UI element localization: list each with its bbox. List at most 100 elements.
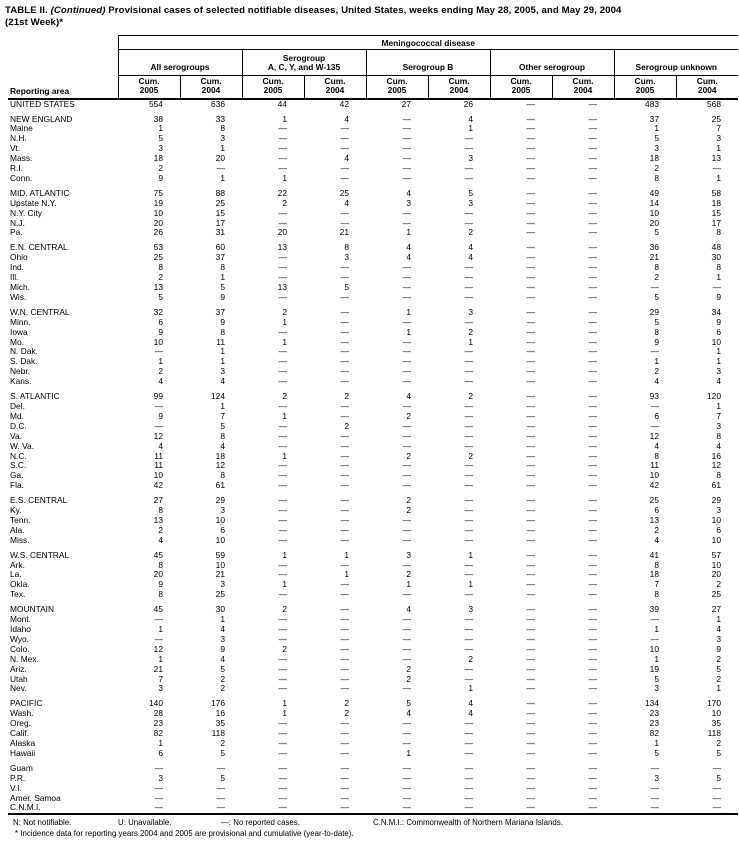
value-cell: — [402, 634, 411, 644]
value-cell: — [588, 401, 597, 411]
value-cell: — [526, 506, 535, 516]
value-cell: — [278, 461, 287, 471]
value-cell: 21 [153, 664, 163, 674]
value-cell: — [464, 471, 473, 481]
value-cell: — [278, 560, 287, 570]
value-cell: — [340, 431, 349, 441]
value-cell: 4 [406, 188, 411, 198]
value-cell: — [464, 634, 473, 644]
value-cell: 48 [711, 243, 721, 253]
value-cell: 1 [282, 337, 287, 347]
table-row: PACIFIC 140 176 1 2 5 4 — — 134 170 [8, 699, 738, 709]
value-cell: — [278, 803, 287, 813]
value-cell: — [526, 198, 535, 208]
column-group-label-line: All serogroups [150, 62, 210, 73]
value-cell: — [340, 461, 349, 471]
value-cell: — [402, 283, 411, 292]
value-cell: — [526, 793, 535, 803]
value-cell: — [464, 481, 473, 491]
value-cell: — [712, 783, 721, 793]
value-cell: 37 [215, 253, 225, 263]
reporting-area-cell: Minn. [10, 317, 31, 327]
value-cell: — [464, 411, 473, 421]
value-cell: — [526, 763, 535, 773]
table-row: Idaho 1 4 — — — — — — 1 4 [8, 625, 738, 635]
value-cell: — [402, 481, 411, 491]
value-cell: — [340, 357, 349, 367]
value-cell: — [526, 535, 535, 545]
value-cell: 2 [406, 570, 411, 580]
table-row: S.C. 11 12 — — — — — — 11 12 [8, 461, 738, 471]
value-cell: — [340, 337, 349, 347]
value-cell: 1 [716, 144, 721, 154]
value-cell: 10 [711, 515, 721, 525]
value-cell: — [588, 684, 597, 694]
reporting-area-cell: Nebr. [10, 367, 31, 377]
value-cell: 13 [711, 154, 721, 164]
table-row: Mass. 18 20 — 4 — 3 — — 18 13 [8, 154, 738, 164]
value-cell: — [588, 719, 597, 729]
value-cell: — [526, 674, 535, 684]
value-cell: 5 [220, 421, 225, 431]
value-cell: — [340, 793, 349, 803]
value-cell: 1 [158, 357, 163, 367]
value-cell: — [464, 515, 473, 525]
reporting-area-cell: P.R. [10, 773, 26, 783]
table-row: C.N.M.I. — — — — — — — — — — [8, 803, 738, 814]
reporting-area-cell: La. [10, 570, 22, 580]
value-cell: 21 [215, 570, 225, 580]
value-cell: 1 [468, 684, 473, 694]
table-row: Va. 12 8 — — — — — — 12 8 [8, 432, 738, 442]
value-cell: 3 [468, 198, 473, 208]
value-cell: — [402, 738, 411, 748]
value-cell: 10 [153, 208, 163, 218]
value-cell: — [402, 590, 411, 600]
value-cell: 10 [215, 535, 225, 545]
value-cell: 3 [654, 144, 659, 154]
value-cell: 20 [153, 570, 163, 580]
value-cell: 1 [282, 317, 287, 327]
value-cell: 25 [215, 198, 225, 208]
value-cell: — [340, 496, 349, 506]
value-cell: — [526, 729, 535, 739]
value-cell: 49 [649, 188, 659, 198]
value-cell: 2 [654, 367, 659, 377]
value-cell: 4 [716, 625, 721, 634]
value-cell: 3 [220, 367, 225, 377]
value-cell: — [278, 253, 287, 263]
value-cell: — [526, 481, 535, 491]
value-cell: — [464, 347, 473, 357]
value-cell: — [588, 134, 597, 144]
value-cell: 11 [216, 337, 225, 347]
value-cell: 1 [406, 228, 411, 238]
value-cell: — [402, 114, 411, 124]
value-cell: — [278, 134, 287, 144]
value-cell: — [278, 793, 287, 803]
value-cell: — [526, 461, 535, 471]
value-cell: — [402, 173, 411, 183]
table-row: V.I. — — — — — — — — — — [8, 784, 738, 794]
column-group-header-2: Serogroup B [365, 49, 490, 76]
reporting-area-cell: Vt. [10, 144, 21, 154]
value-cell: 4 [406, 709, 411, 719]
column-header-cum-2005-4: Cum. 2005 [365, 75, 428, 100]
value-cell: 33 [215, 114, 225, 124]
value-cell: — [154, 401, 163, 411]
table-row: N.Y. City 10 15 — — — — — — 10 15 [8, 209, 738, 219]
value-cell: — [588, 625, 597, 634]
value-cell: — [526, 515, 535, 525]
value-cell: — [278, 654, 287, 664]
value-cell: — [402, 615, 411, 625]
reporting-area-cell: Pa. [10, 228, 23, 238]
value-cell: 60 [215, 243, 225, 253]
value-cell: 14 [649, 198, 659, 208]
reporting-area-cell: Wyo. [10, 634, 30, 644]
value-cell: — [340, 644, 349, 654]
value-cell: 10 [153, 337, 163, 347]
table-row: Okla. 9 3 1 — 1 1 — — 7 2 [8, 580, 738, 590]
value-cell: — [526, 228, 535, 238]
value-cell: 8 [716, 228, 721, 238]
value-cell: — [340, 317, 349, 327]
table-row: Colo. 12 9 2 — — — — — 10 9 [8, 645, 738, 655]
value-cell: — [340, 506, 349, 516]
